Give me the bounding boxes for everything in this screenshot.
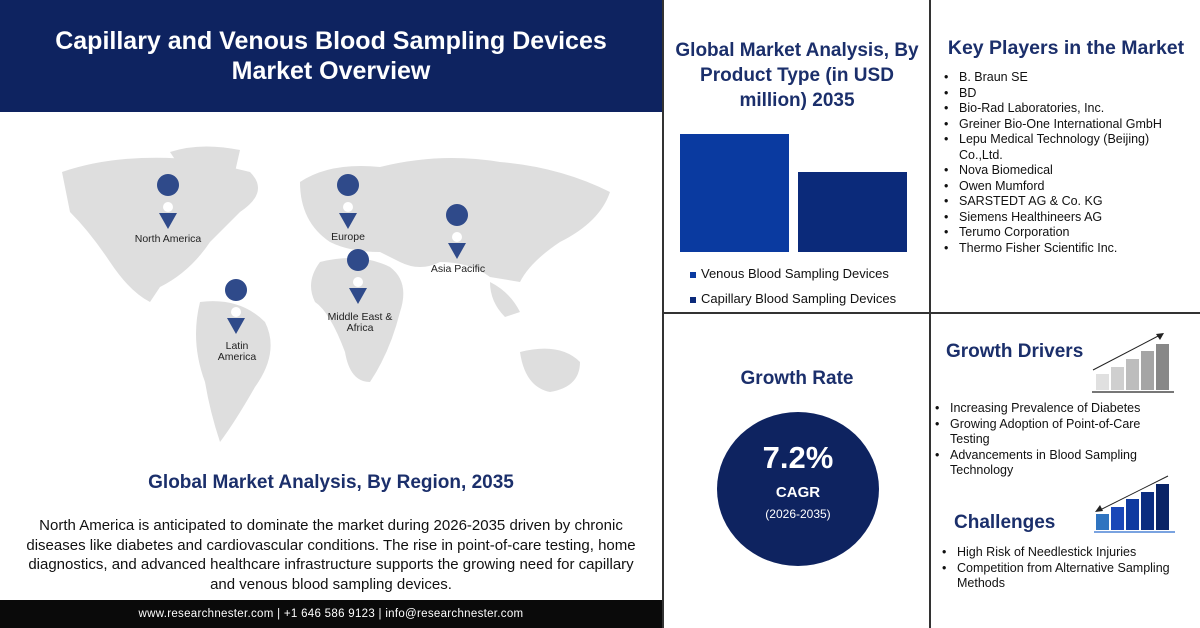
region-label: Latin America <box>217 340 257 363</box>
divider <box>662 0 664 628</box>
rising-bar-chart-icon <box>1092 333 1174 393</box>
legend-label: Capillary Blood Sampling Devices <box>701 291 897 306</box>
pin-europe-icon <box>337 174 360 229</box>
list-item: Nova Biomedical <box>944 163 1194 179</box>
key-players-list: B. Braun SEBDBio-Rad Laboratories, Inc.G… <box>944 70 1194 256</box>
list-item: BD <box>944 86 1194 102</box>
growth-drivers-list: Increasing Prevalence of DiabetesGrowing… <box>935 401 1160 479</box>
divider <box>929 0 931 628</box>
region-description: North America is anticipated to dominate… <box>26 517 636 593</box>
region-label: Europe <box>331 231 365 243</box>
region-label: Asia Pacific <box>430 263 486 275</box>
list-item: Greiner Bio-One International GmbH <box>944 117 1194 133</box>
pin-middle-east-africa-icon <box>347 249 370 304</box>
pin-latin-america-icon <box>225 279 248 334</box>
list-item: Bio-Rad Laboratories, Inc. <box>944 101 1194 117</box>
world-map: North America Europe Asia Pacific Middle… <box>0 112 662 462</box>
legend-swatch <box>690 296 696 303</box>
region-section-title: Global Market Analysis, By Region, 2035 <box>148 472 514 493</box>
legend-item-venous: Venous Blood Sampling Devices <box>690 266 889 281</box>
region-label: North America <box>134 233 202 245</box>
list-item: Advancements in Blood Sampling Technolog… <box>935 448 1160 479</box>
list-item: Growing Adoption of Point-of-Care Testin… <box>935 417 1160 448</box>
world-map-shapes <box>62 146 610 442</box>
list-item: Siemens Healthineers AG <box>944 210 1194 226</box>
list-item: SARSTEDT AG & Co. KG <box>944 194 1194 210</box>
list-item: High Risk of Needlestick Injuries <box>942 545 1200 561</box>
growth-rate-title: Growth Rate <box>740 368 854 389</box>
list-item: Owen Mumford <box>944 179 1194 195</box>
list-item: B. Braun SE <box>944 70 1194 86</box>
cagr-circle: 7.2% CAGR (2026-2035) <box>717 412 879 566</box>
divider <box>662 312 1200 314</box>
legend-item-capillary: Capillary Blood Sampling Devices <box>690 291 896 306</box>
list-item: Increasing Prevalence of Diabetes <box>935 401 1160 417</box>
key-players-title: Key Players in the Market <box>947 37 1185 59</box>
page-title: Capillary and Venous Blood Sampling Devi… <box>0 0 662 112</box>
cagr-value: 7.2% <box>762 440 834 475</box>
bar-venous <box>680 134 789 252</box>
declining-bar-chart-icon <box>1094 475 1175 533</box>
list-item: Lepu Medical Technology (Beijing) Co.,Lt… <box>944 132 1194 163</box>
challenges-title: Challenges <box>954 512 1056 533</box>
legend-swatch <box>690 271 696 278</box>
location-pins <box>157 174 469 334</box>
cagr-period: (2026-2035) <box>765 507 831 521</box>
footer-contact: www.researchnester.com | +1 646 586 9123… <box>0 600 662 628</box>
bar-capillary <box>798 171 907 252</box>
pin-asia-pacific-icon <box>446 204 469 259</box>
region-label: Middle East & Africa <box>327 311 393 334</box>
list-item: Terumo Corporation <box>944 225 1194 241</box>
list-item: Thermo Fisher Scientific Inc. <box>944 241 1194 257</box>
product-chart-title: Global Market Analysis, By Product Type … <box>675 40 919 111</box>
growth-drivers-title: Growth Drivers <box>946 341 1084 362</box>
list-item: Competition from Alternative Sampling Me… <box>942 561 1200 592</box>
cagr-label: CAGR <box>775 484 821 501</box>
challenges-list: High Risk of Needlestick InjuriesCompeti… <box>942 545 1200 592</box>
legend-label: Venous Blood Sampling Devices <box>701 266 889 281</box>
left-panel: Capillary and Venous Blood Sampling Devi… <box>0 0 662 628</box>
pin-north-america-icon <box>157 174 180 229</box>
